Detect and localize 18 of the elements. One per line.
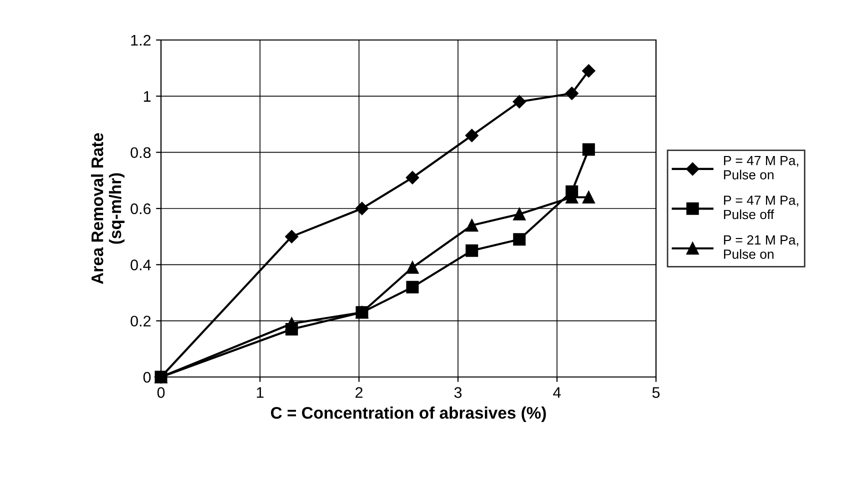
x-tick-label: 4 (553, 387, 561, 398)
x-tick-label: 2 (356, 387, 362, 398)
y-tick-label: 0.4 (130, 260, 151, 270)
x-axis-title: C = Concentration of abrasives (%) (270, 406, 546, 422)
y-tick-label: 1.2 (131, 34, 151, 46)
legend-label: P = 47 M Pa, Pulse off (724, 196, 798, 220)
y-tick-label: 1 (144, 91, 151, 102)
legend-label: P = 47 M Pa, Pulse on (724, 156, 798, 180)
legend-label: P = 21 M Pa, Pulse on (724, 235, 798, 259)
x-tick-label: 3 (454, 387, 462, 398)
y-tick-label: 0.6 (130, 203, 151, 214)
x-tick-label: 0 (157, 387, 165, 398)
y-tick-label: 0.8 (130, 147, 151, 158)
y-axis-title: Area Removal Rate (sq-m/hr) (91, 133, 124, 284)
y-tick-label: 0 (143, 372, 151, 383)
y-tick-label: 0.2 (130, 316, 151, 327)
x-tick-label: 5 (652, 387, 660, 398)
x-tick-label: 1 (256, 387, 264, 398)
